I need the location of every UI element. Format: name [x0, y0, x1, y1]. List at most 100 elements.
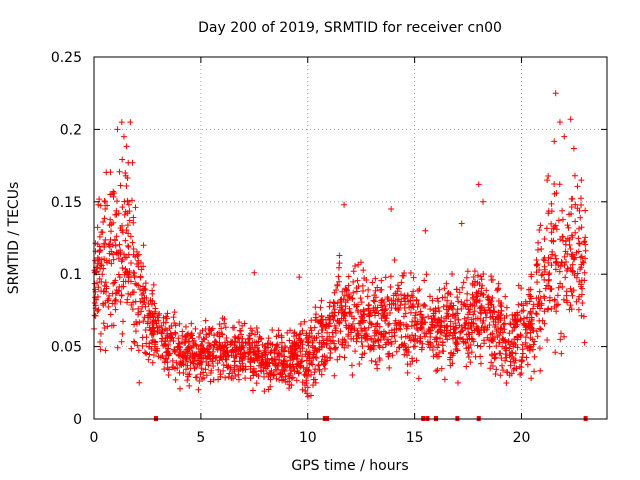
- data-point: [388, 297, 395, 304]
- data-point: [215, 366, 222, 373]
- data-point: [123, 143, 130, 150]
- data-point: [269, 341, 276, 348]
- data-point: [315, 330, 322, 337]
- data-point: [306, 330, 313, 337]
- data-point: [123, 182, 130, 189]
- data-point: [448, 300, 455, 307]
- data-point: [310, 376, 317, 383]
- data-point: [399, 341, 406, 348]
- data-point: [560, 296, 567, 303]
- data-point: [220, 367, 227, 374]
- x-tick-label: 20: [513, 430, 531, 446]
- data-point: [563, 267, 570, 274]
- data-point: [487, 365, 494, 372]
- data-point: [559, 216, 566, 223]
- data-point: [351, 315, 358, 322]
- data-point: [497, 329, 504, 336]
- data-point: [210, 344, 217, 351]
- data-point: [418, 320, 425, 327]
- data-point: [325, 314, 332, 321]
- data-point: [132, 204, 139, 211]
- data-point: [273, 342, 280, 349]
- data-point: [546, 294, 553, 301]
- data-point: [366, 301, 373, 308]
- data-point: [386, 320, 393, 327]
- data-point: [110, 322, 117, 329]
- data-point: [339, 288, 346, 295]
- data-point: [386, 350, 393, 357]
- data-point: [438, 318, 445, 325]
- data-point: [509, 316, 516, 323]
- data-point: [497, 372, 504, 379]
- data-point: [553, 226, 560, 233]
- data-point: [331, 289, 338, 296]
- data-point: [575, 235, 582, 242]
- data-point: [370, 342, 377, 349]
- data-point: [537, 367, 544, 374]
- data-point: [125, 290, 132, 297]
- data-point: [569, 234, 576, 241]
- data-point: [223, 356, 230, 363]
- data-point: [223, 347, 230, 354]
- data-point: [139, 342, 146, 349]
- data-point: [329, 337, 336, 344]
- data-point: [500, 321, 507, 328]
- data-point: [500, 336, 507, 343]
- data-point: [115, 210, 122, 217]
- data-point: [506, 352, 513, 359]
- data-point: [535, 239, 542, 246]
- data-point: [119, 222, 126, 229]
- data-point: [436, 286, 443, 293]
- data-point: [143, 350, 150, 357]
- data-point: [332, 327, 339, 334]
- data-point: [161, 366, 168, 373]
- data-point: [571, 256, 578, 263]
- data-point: [124, 222, 131, 229]
- data-point: [463, 297, 470, 304]
- data-point: [115, 255, 122, 262]
- data-point: [434, 319, 441, 326]
- data-point: [523, 354, 530, 361]
- data-point: [149, 359, 156, 366]
- data-point: [290, 351, 297, 358]
- data-point: [331, 340, 338, 347]
- data-point: [216, 321, 223, 328]
- data-point: [303, 372, 310, 379]
- data-point: [582, 255, 589, 262]
- data-point: [577, 266, 584, 273]
- data-point: [502, 340, 509, 347]
- data-point: [209, 358, 216, 365]
- data-point: [132, 280, 139, 287]
- data-point: [569, 251, 576, 258]
- data-point: [153, 347, 160, 354]
- data-point: [534, 303, 541, 310]
- data-point: [577, 195, 584, 202]
- data-point: [94, 279, 101, 286]
- data-point: [113, 198, 120, 205]
- data-point: [101, 240, 108, 247]
- data-point: [358, 354, 365, 361]
- data-point: [462, 302, 469, 309]
- data-point: [369, 279, 376, 286]
- data-point: [477, 304, 484, 311]
- data-point: [522, 326, 529, 333]
- data-point: [422, 319, 429, 326]
- data-point: [175, 340, 182, 347]
- data-point: [217, 371, 224, 378]
- data-point: [201, 346, 208, 353]
- data-point: [447, 318, 454, 325]
- data-point: [159, 352, 166, 359]
- data-point: [368, 357, 375, 364]
- x-tick-label: 0: [90, 430, 99, 446]
- data-point: [250, 372, 257, 379]
- data-point: [110, 219, 117, 226]
- data-point: [530, 301, 537, 308]
- data-point: [338, 298, 345, 305]
- data-point: [382, 315, 389, 322]
- data-point: [426, 344, 433, 351]
- data-point: [349, 371, 356, 378]
- data-point: [411, 322, 418, 329]
- data-point: [210, 363, 217, 370]
- data-point: [210, 376, 217, 383]
- data-point: [110, 256, 117, 263]
